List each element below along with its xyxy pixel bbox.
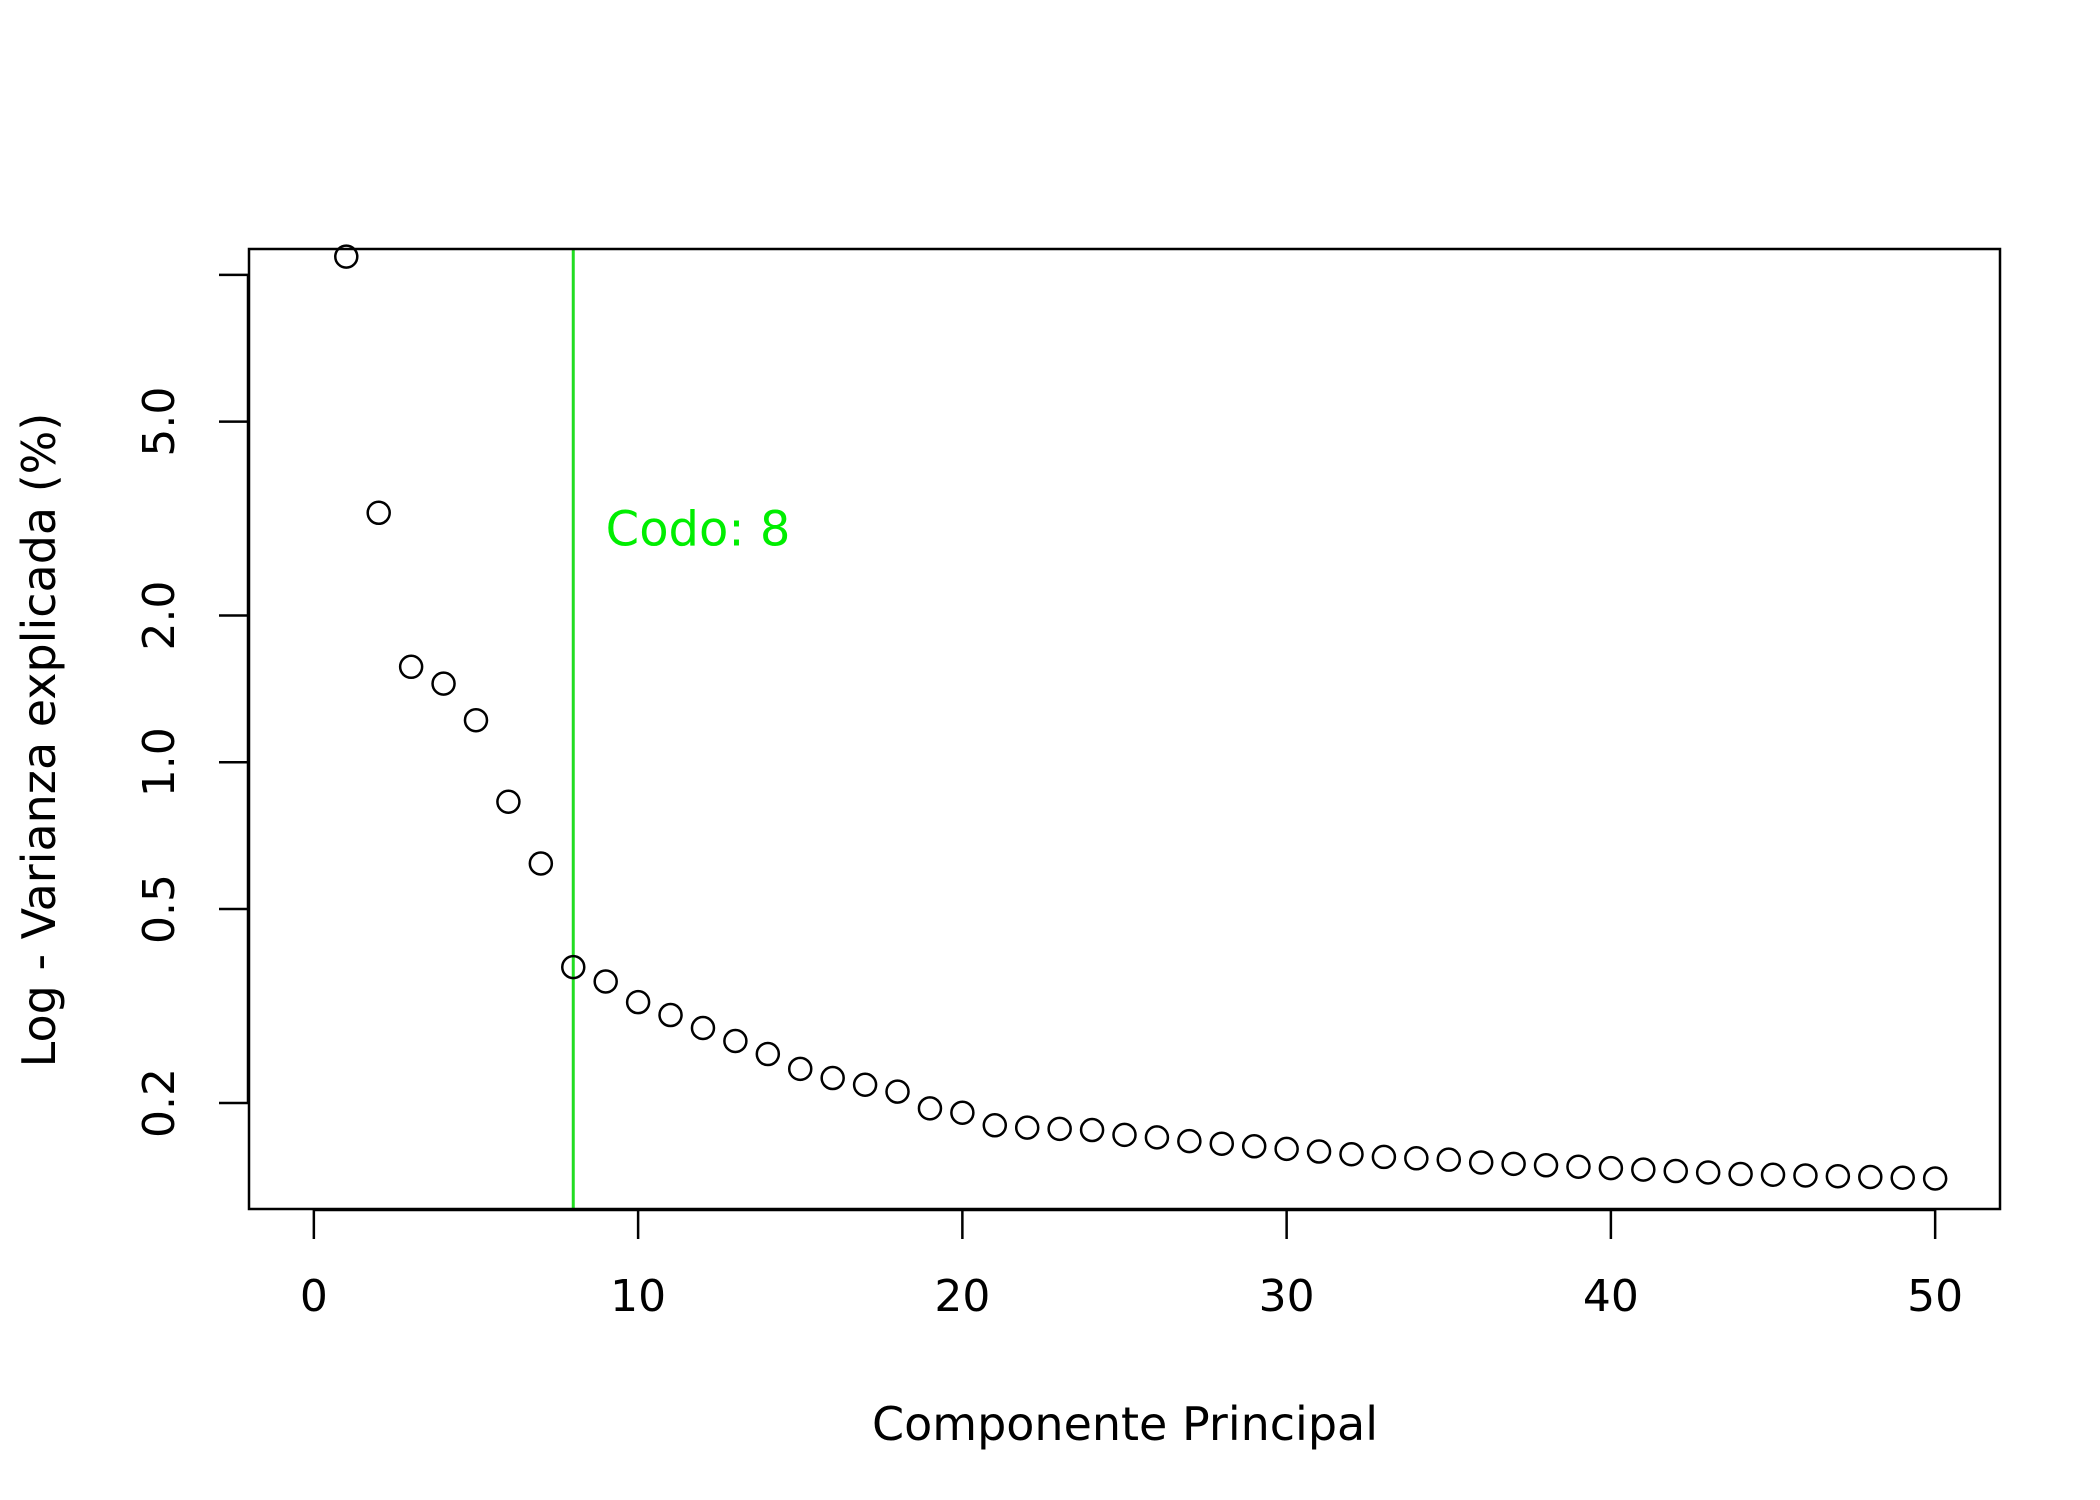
data-point	[1209, 1131, 1235, 1156]
y-tick-label: 5.0	[134, 387, 185, 457]
x-tick-label: 40	[1583, 1271, 1639, 1322]
data-point	[334, 244, 359, 269]
data-point	[496, 789, 521, 814]
data-point	[1922, 1166, 1948, 1191]
y-tick-label: 2.0	[134, 581, 185, 651]
data-point	[463, 707, 489, 733]
data-point	[755, 1041, 781, 1067]
y-axis-title: Log - Varianza explicada (%)	[12, 413, 66, 1068]
x-tick-label: 20	[934, 1271, 990, 1322]
data-point	[1241, 1134, 1267, 1159]
data-point	[1695, 1160, 1721, 1185]
y-axis: 0.2 0.5 1.0 2.0 5.0	[134, 273, 250, 1138]
y-tick-label: 0.2	[134, 1068, 185, 1138]
data-point	[1533, 1153, 1559, 1178]
x-axis-title: Componente Principal	[872, 1397, 1378, 1451]
data-point	[1274, 1136, 1299, 1162]
data-point	[1371, 1144, 1397, 1170]
x-tick-label: 50	[1907, 1271, 1963, 1322]
data-point	[885, 1079, 910, 1104]
x-tick-label: 0	[300, 1271, 328, 1322]
data-point	[1890, 1165, 1915, 1190]
data-point	[917, 1096, 943, 1121]
data-point	[852, 1072, 878, 1097]
data-point	[1047, 1116, 1072, 1142]
data-point	[366, 500, 391, 526]
data-point	[723, 1028, 748, 1054]
data-point	[1112, 1122, 1137, 1148]
data-point	[1404, 1146, 1429, 1171]
data-point	[1728, 1161, 1753, 1187]
data-point	[787, 1056, 813, 1082]
data-point	[1436, 1147, 1462, 1172]
data-point	[1468, 1150, 1494, 1175]
data-points	[334, 244, 1948, 1191]
data-point	[1079, 1117, 1105, 1143]
data-point	[950, 1100, 975, 1125]
x-axis: 0 10 20 30 40 50	[300, 1208, 1963, 1322]
elbow-annotation: Codo: 8	[606, 502, 791, 558]
data-point	[982, 1113, 1008, 1138]
data-point	[1501, 1151, 1526, 1177]
data-point	[1760, 1162, 1786, 1187]
data-point	[561, 954, 586, 980]
data-point	[1339, 1141, 1364, 1167]
data-point	[1825, 1163, 1851, 1189]
data-point	[1014, 1115, 1040, 1140]
data-point	[1858, 1164, 1883, 1190]
data-point	[1566, 1154, 1591, 1179]
data-point	[1598, 1155, 1624, 1181]
y-tick-label: 1.0	[134, 727, 185, 797]
data-point	[398, 654, 424, 680]
data-point	[1663, 1158, 1688, 1184]
data-point	[1306, 1139, 1332, 1164]
data-point	[1793, 1163, 1818, 1188]
y-tick-label: 0.5	[134, 874, 185, 944]
data-point	[528, 851, 554, 876]
data-point	[1144, 1125, 1170, 1150]
data-point	[1631, 1157, 1656, 1182]
data-point	[431, 671, 456, 696]
x-tick-label: 10	[610, 1271, 666, 1322]
data-point	[625, 989, 651, 1015]
data-point	[593, 969, 618, 994]
x-tick-label: 30	[1259, 1271, 1315, 1322]
data-point	[658, 1002, 683, 1028]
data-point	[820, 1065, 845, 1091]
data-point	[1177, 1128, 1202, 1154]
data-point	[690, 1015, 716, 1041]
